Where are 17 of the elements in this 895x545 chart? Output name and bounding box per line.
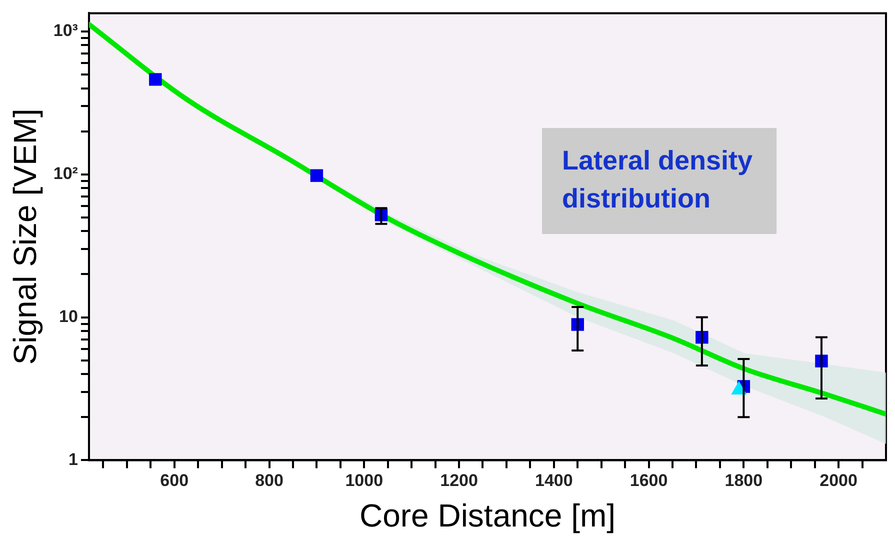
y-tick-label: 10³ [53, 21, 78, 40]
y-axis-title: Signal Size [VEM] [7, 108, 44, 365]
x-tick-label: 1600 [630, 471, 668, 490]
x-tick-label: 1400 [534, 471, 573, 490]
y-tick-label: 1 [68, 450, 78, 469]
x-tick-label: 1000 [345, 471, 384, 490]
y-tick-label: 10² [53, 164, 78, 183]
x-tick-label: 1800 [724, 471, 763, 490]
point [310, 169, 324, 182]
annotation: Lateral density distribution [562, 145, 753, 214]
x-axis-title: Core Distance [m] [359, 498, 616, 534]
x-tick-label: 2000 [820, 471, 858, 490]
x-tick-label: 1200 [440, 471, 478, 490]
y-tick-label: 10 [59, 306, 78, 326]
point [149, 73, 162, 86]
x-tick-label: 600 [160, 471, 189, 490]
x-tick-label: 800 [255, 471, 284, 490]
